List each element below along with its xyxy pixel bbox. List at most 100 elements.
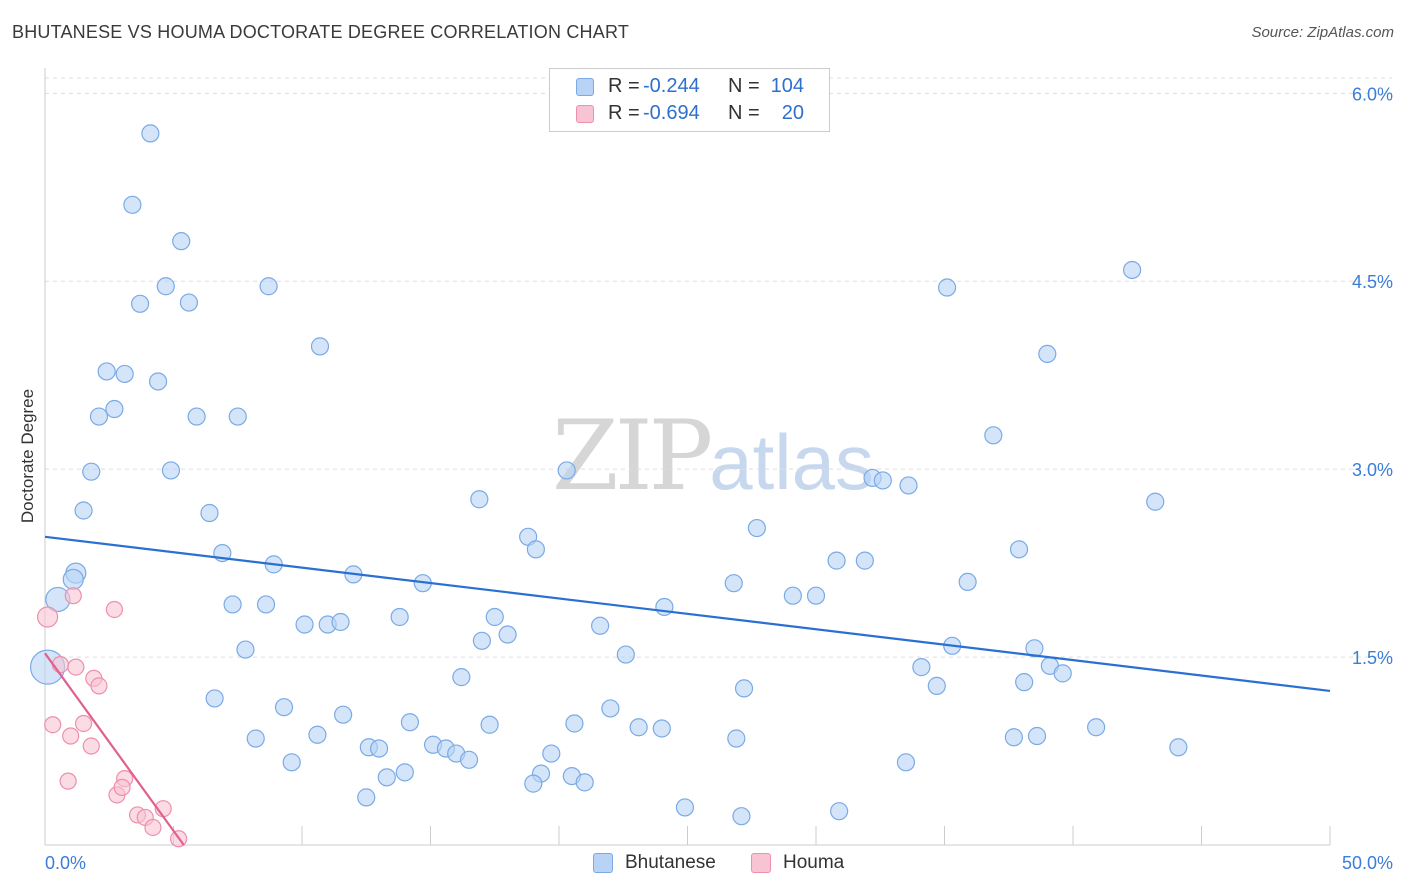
bhutanese-point xyxy=(161,461,181,480)
n-label: N = xyxy=(728,75,760,97)
chart-title: BHUTANESE VS HOUMA DOCTORATE DEGREE CORR… xyxy=(12,22,630,42)
bhutanese-point xyxy=(331,612,350,632)
trend-lines xyxy=(44,535,1331,846)
bhutanese-point xyxy=(655,597,674,617)
bhutanese-point xyxy=(524,774,543,793)
bhutanese-point xyxy=(724,574,743,593)
bhutanese-point xyxy=(783,586,802,605)
bhutanese-point xyxy=(62,568,84,591)
y-tick-label: 1.5% xyxy=(1352,648,1393,668)
r-label: R = xyxy=(608,75,640,97)
bhutanese-point xyxy=(148,372,168,391)
bhutanese-point xyxy=(616,645,635,664)
houma-point xyxy=(105,600,123,619)
houma-legend-label: Houma xyxy=(783,852,845,873)
r-label: R = xyxy=(608,102,640,124)
bhutanese-legend-swatch xyxy=(593,853,613,873)
bhutanese-point xyxy=(498,625,517,644)
r-value: -0.694 xyxy=(643,102,700,124)
bhutanese-point xyxy=(927,676,946,695)
bhutanese-swatch xyxy=(576,78,594,96)
bhutanese-point xyxy=(459,750,479,769)
bhutanese-point xyxy=(246,729,265,748)
houma-point xyxy=(90,677,108,695)
bhutanese-point xyxy=(485,607,504,627)
y-tick-label: 6.0% xyxy=(1352,84,1393,104)
bhutanese-point xyxy=(732,807,751,826)
houma-point xyxy=(74,714,93,733)
bhutanese-point xyxy=(896,753,916,772)
bhutanese-point xyxy=(591,616,610,635)
watermark-zip: ZIP xyxy=(552,400,713,512)
houma-legend-swatch xyxy=(751,853,771,873)
watermark-atlas: atlas xyxy=(709,418,874,506)
gridlines xyxy=(45,77,1392,658)
bhutanese-point xyxy=(179,293,199,312)
bhutanese-point xyxy=(274,698,294,717)
bhutanese-point xyxy=(526,540,545,559)
bhutanese-point xyxy=(899,476,918,495)
bhutanese-point xyxy=(470,490,489,509)
bhutanese-point xyxy=(200,503,219,523)
bhutanese-point xyxy=(1169,738,1188,757)
bhutanese-point xyxy=(1146,492,1165,511)
bhutanese-point xyxy=(74,501,93,520)
bhutanese-point xyxy=(256,595,276,614)
x-tick-label-max: 50.0% xyxy=(1342,853,1393,873)
legend-row-bhutanese: R = -0.244 N = 104 xyxy=(550,75,829,101)
bhutanese-points xyxy=(29,124,1188,826)
houma-point xyxy=(62,727,80,745)
houma-point xyxy=(113,778,131,796)
y-tick-label: 4.5% xyxy=(1352,272,1393,292)
houma-point xyxy=(44,716,62,734)
bhutanese-point xyxy=(873,471,892,490)
n-value: 20 xyxy=(781,102,804,124)
bhutanese-point xyxy=(984,426,1003,445)
bhutanese-point xyxy=(557,461,576,480)
bhutanese-point xyxy=(295,615,314,634)
bhutanese-point xyxy=(565,714,584,733)
n-label: N = xyxy=(728,102,760,124)
bhutanese-point xyxy=(727,729,746,748)
bhutanese-point xyxy=(1053,664,1072,683)
bhutanese-point xyxy=(629,718,648,737)
x-tick-labels: 0.0% 50.0% xyxy=(45,853,1393,873)
bhutanese-point xyxy=(105,399,124,419)
bhutanese-point xyxy=(377,768,396,787)
bhutanese-point xyxy=(228,407,247,426)
bhutanese-point xyxy=(187,407,206,426)
bhutanese-trend-line xyxy=(44,535,1331,692)
houma-point xyxy=(144,818,162,837)
houma-point xyxy=(82,737,100,755)
bhutanese-point xyxy=(958,572,977,592)
bhutanese-point xyxy=(675,798,695,817)
bhutanese-point xyxy=(310,337,330,356)
bhutanese-point xyxy=(542,744,561,763)
n-value: 104 xyxy=(770,75,804,97)
bhutanese-point xyxy=(156,277,175,296)
bhutanese-point xyxy=(827,551,846,570)
bhutanese-point xyxy=(830,802,849,821)
bhutanese-point xyxy=(282,753,301,772)
x-tick-label-min: 0.0% xyxy=(45,853,86,873)
houma-swatch xyxy=(576,105,594,123)
bhutanese-point xyxy=(82,462,101,481)
houma-point xyxy=(59,772,77,790)
bhutanese-point xyxy=(1123,260,1142,280)
bhutanese-point xyxy=(223,595,242,614)
stats-legend: R = -0.244 N = 104 R = -0.694 N = 20 xyxy=(549,68,830,132)
bhutanese-point xyxy=(855,551,874,570)
bhutanese-point xyxy=(130,294,150,313)
bhutanese-point xyxy=(1004,728,1023,747)
bhutanese-point xyxy=(806,586,826,605)
bhutanese-point xyxy=(452,668,471,687)
bhutanese-point xyxy=(575,773,594,792)
bhutanese-point xyxy=(390,607,409,627)
bhutanese-point xyxy=(308,725,327,744)
bhutanese-point xyxy=(370,739,389,758)
y-tick-label: 3.0% xyxy=(1352,460,1393,480)
houma-point xyxy=(67,658,85,676)
bhutanese-point xyxy=(472,631,491,650)
source-label: Source: ZipAtlas.com xyxy=(1251,24,1394,41)
